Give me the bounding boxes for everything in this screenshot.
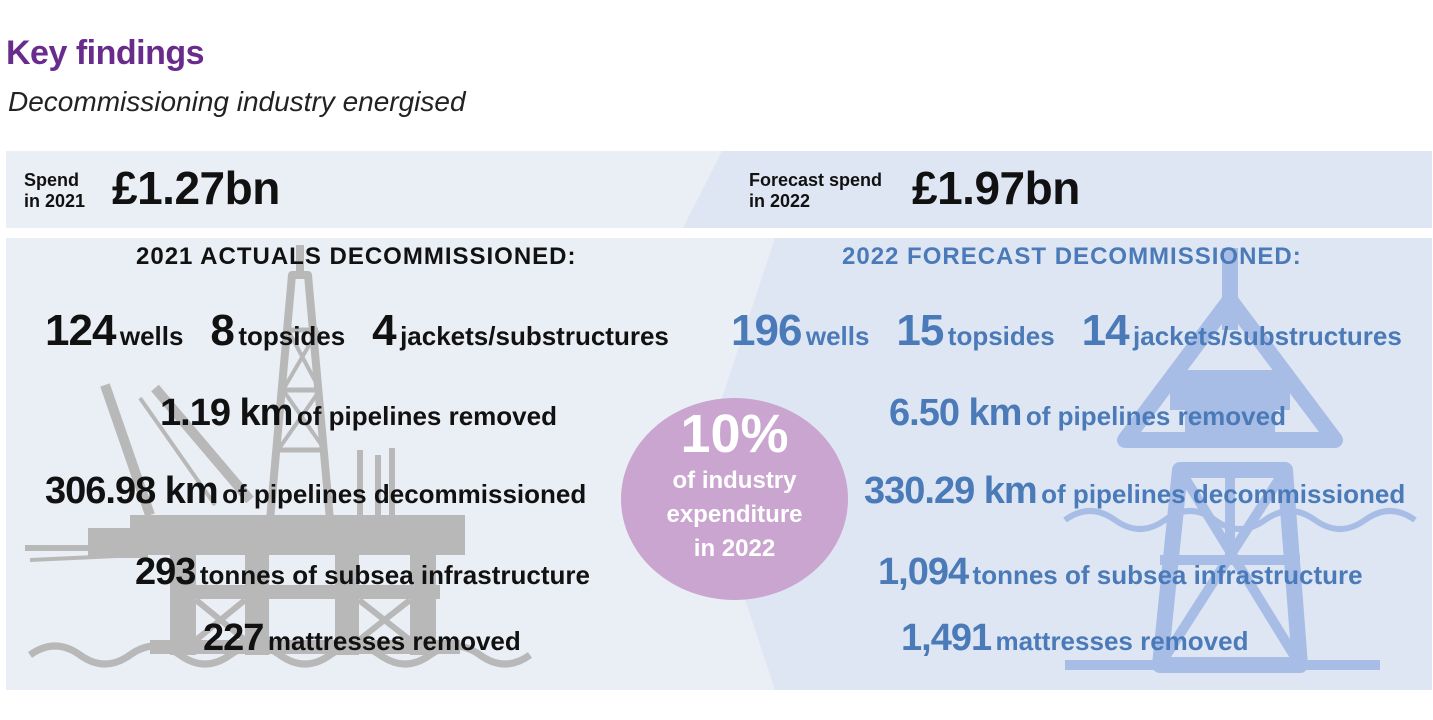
forecast-pipelines-decommissioned-num: 330.29 km — [864, 470, 1038, 512]
forecast-heading: 2022 FORECAST DECOMMISSIONED: — [842, 243, 1302, 270]
actuals-pipelines-decommissioned-label: of pipelines decommissioned — [222, 479, 587, 509]
jacket-topside — [1170, 370, 1290, 438]
forecast-jackets-num: 14 — [1081, 306, 1130, 355]
actuals-pipelines-removed: 1.19 km of pipelines removed — [160, 392, 557, 435]
forecast-wells-num: 196 — [731, 306, 802, 355]
page-title: Key findings — [6, 34, 205, 72]
forecast-subsea: 1,094 tonnes of subsea infrastructure — [878, 551, 1363, 594]
rig-braces — [194, 597, 412, 643]
actuals-jackets-label: jackets/substructures — [400, 321, 669, 351]
spend-2021-value: £1.27bn — [112, 162, 280, 214]
forecast-counts-row: 196 wells 15 topsides 14 jackets/substru… — [731, 306, 1402, 356]
spend-2021-label: Spend in 2021 — [24, 170, 85, 212]
spend-2022-value: £1.97bn — [912, 162, 1080, 214]
spend-2022-label-line2: in 2022 — [749, 191, 811, 211]
actuals-subsea-num: 293 — [135, 551, 196, 593]
actuals-mattresses: 227 mattresses removed — [203, 617, 521, 660]
spend-2021-label-line1: Spend — [24, 170, 80, 190]
sea-waves-left — [27, 642, 533, 668]
actuals-pipelines-removed-label: of pipelines removed — [296, 401, 557, 431]
forecast-mattresses: 1,491 mattresses removed — [901, 617, 1248, 660]
forecast-pipelines-decommissioned-label: of pipelines decommissioned — [1041, 479, 1406, 509]
actuals-subsea-label: tonnes of subsea infrastructure — [199, 560, 590, 590]
actuals-counts-row: 124 wells 8 topsides 4 jackets/substruct… — [45, 306, 669, 356]
actuals-mattresses-num: 227 — [203, 617, 264, 659]
spend-bar-right — [683, 151, 1432, 228]
forecast-subsea-label: tonnes of subsea infrastructure — [972, 560, 1363, 590]
spend-2022-label-line1: Forecast spend — [749, 170, 883, 190]
industry-share-percent: 10% — [680, 404, 789, 464]
industry-share-line2: expenditure — [666, 501, 803, 528]
sea-waves-right — [1063, 508, 1417, 532]
actuals-wells-label: wells — [119, 321, 184, 351]
spend-2021-label-line2: in 2021 — [24, 191, 86, 211]
forecast-mattresses-label: mattresses removed — [995, 626, 1249, 656]
industry-share-circle: 10% of industry expenditure in 2022 — [621, 398, 848, 600]
forecast-jackets-label: jackets/substructures — [1133, 321, 1402, 351]
forecast-mattresses-num: 1,491 — [901, 617, 992, 659]
actuals-subsea: 293 tonnes of subsea infrastructure — [135, 551, 590, 594]
actuals-wells-num: 124 — [45, 306, 116, 355]
actuals-pipelines-decommissioned-num: 306.98 km — [45, 470, 219, 512]
forecast-wells-label: wells — [805, 321, 870, 351]
industry-share-line1: of industry — [672, 467, 797, 494]
actuals-topsides-num: 8 — [210, 306, 235, 355]
forecast-pipelines-removed: 6.50 km of pipelines removed — [889, 392, 1286, 435]
oil-rig-hull — [88, 515, 465, 655]
actuals-heading: 2021 ACTUALS DECOMMISSIONED: — [136, 243, 577, 270]
industry-share-line3: in 2022 — [693, 535, 776, 562]
forecast-topsides-label: topsides — [947, 321, 1055, 351]
spend-2022-label: Forecast spend in 2022 — [749, 170, 882, 212]
page-subtitle: Decommissioning industry energised — [8, 86, 466, 117]
actuals-pipelines-decommissioned: 306.98 km of pipelines decommissioned — [45, 470, 586, 513]
oil-rig-icon — [25, 245, 395, 562]
forecast-topsides-num: 15 — [896, 306, 944, 355]
forecast-pipelines-decommissioned: 330.29 km of pipelines decommissioned — [864, 470, 1405, 513]
actuals-pipelines-removed-num: 1.19 km — [160, 392, 293, 434]
actuals-mattresses-label: mattresses removed — [267, 626, 521, 656]
actuals-topsides-label: topsides — [238, 321, 346, 351]
forecast-subsea-num: 1,094 — [878, 551, 969, 593]
actuals-jackets-num: 4 — [372, 306, 397, 355]
forecast-pipelines-removed-label: of pipelines removed — [1025, 401, 1286, 431]
forecast-pipelines-removed-num: 6.50 km — [889, 392, 1022, 434]
